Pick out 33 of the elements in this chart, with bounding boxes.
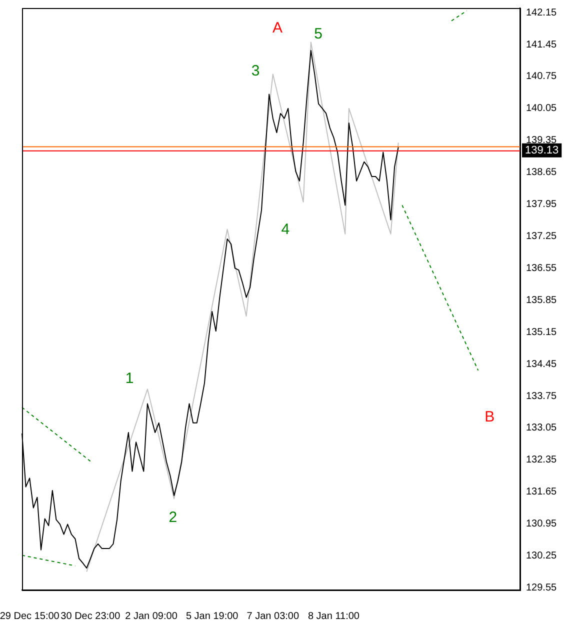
y-tick-label: 137.25 xyxy=(526,230,558,242)
y-tick-label: 140.05 xyxy=(526,103,558,114)
y-tick-label: 138.65 xyxy=(526,167,558,178)
y-tick-label: 142.15 xyxy=(526,7,558,18)
y-tick-label: 129.55 xyxy=(526,582,558,594)
y-tick-label: 130.95 xyxy=(526,518,558,530)
y-tick-label: 139.35 xyxy=(526,135,558,146)
y-tick-label: 136.55 xyxy=(526,262,558,274)
x-tick-label: 30 Dec 23:00 xyxy=(60,610,121,622)
y-tick-label: 132.35 xyxy=(526,454,558,466)
x-tick-label: 5 Jan 19:00 xyxy=(186,610,239,622)
y-tick-label: 135.85 xyxy=(526,294,558,306)
y-tick-label: 134.45 xyxy=(526,358,558,370)
x-tick-label: 7 Jan 03:00 xyxy=(246,610,300,622)
annotation: 4 xyxy=(281,220,290,238)
x-tick-label: 8 Jan 11:00 xyxy=(308,610,360,622)
y-tick-label: 130.25 xyxy=(526,550,558,562)
annotation: 1 xyxy=(125,370,134,387)
y-tick-label: 140.75 xyxy=(526,71,558,82)
ref-line-label: 139.13 xyxy=(525,144,559,156)
annotation: 3 xyxy=(251,62,260,80)
y-tick-label: 135.15 xyxy=(526,326,558,338)
y-tick-label: 133.75 xyxy=(526,390,558,402)
annotation: A xyxy=(272,20,282,37)
y-tick-label: 133.05 xyxy=(526,422,558,434)
y-tick-label: 141.45 xyxy=(526,39,558,50)
y-tick-label: 137.95 xyxy=(526,199,558,210)
annotation: B xyxy=(484,408,495,426)
y-tick-label: 131.65 xyxy=(526,486,558,498)
x-tick-label: 29 Dec 15:00 xyxy=(0,610,60,622)
x-tick-label: 2 Jan 09:00 xyxy=(125,610,178,622)
annotation: 2 xyxy=(168,508,178,526)
annotation: 5 xyxy=(314,25,322,42)
